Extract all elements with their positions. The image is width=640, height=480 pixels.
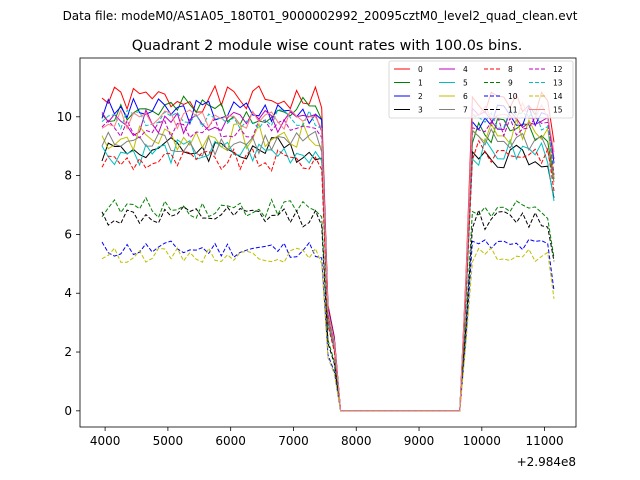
series-line-12 [101,114,555,412]
series-line-11 [101,205,555,412]
legend-label-1: 1 [418,79,423,88]
legend-label-12: 12 [553,65,563,74]
x-tick-label: 4000 [90,434,121,448]
y-tick-label: 4 [64,286,72,300]
x-tick-label: 6000 [215,434,246,448]
legend-label-7: 7 [463,106,468,115]
legend-label-15: 15 [553,106,563,115]
legend-label-5: 5 [463,79,468,88]
legend-label-9: 9 [508,79,513,88]
legend-label-10: 10 [508,92,518,101]
y-tick-label: 0 [64,404,72,418]
legend-label-13: 13 [553,79,563,88]
chart-title: Quadrant 2 module wise count rates with … [132,38,523,54]
y-tick-label: 6 [64,227,72,241]
series-line-9 [101,196,555,412]
x-axis-offset-label: +2.984e8 [517,455,576,469]
series-line-8 [101,139,555,412]
series-line-7 [101,127,555,412]
axes-frame [79,57,577,428]
y-tick-label: 8 [64,169,72,183]
y-tick-label: 2 [64,345,72,359]
figure-suptitle: Data file: modeM0/AS1A05_180T01_90000029… [63,9,578,23]
x-tick-label: 7000 [278,434,309,448]
y-tick-label: 10 [57,110,72,124]
x-tick-label: 11000 [526,434,564,448]
x-tick-label: 8000 [341,434,372,448]
legend-label-4: 4 [463,65,468,74]
legend-label-6: 6 [463,92,468,101]
legend-label-0: 0 [418,65,423,74]
x-tick-label: 9000 [404,434,435,448]
legend-label-14: 14 [553,92,563,101]
legend-label-11: 11 [508,106,518,115]
x-axis: 4000 5000 6000 7000 8000 9000 10000 11000 [90,427,564,448]
legend-label-3: 3 [418,106,423,115]
legend-label-8: 8 [508,65,513,74]
legend-label-2: 2 [418,92,423,101]
x-tick-label: 10000 [463,434,501,448]
x-tick-label: 5000 [153,434,184,448]
series-line-14 [101,247,555,412]
y-axis: 0 2 4 6 8 10 [57,110,80,418]
legend-box [388,60,574,119]
